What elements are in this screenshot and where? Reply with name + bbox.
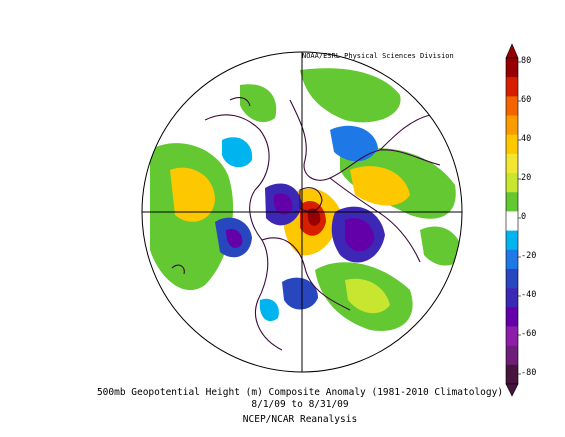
colorbar-tick-label: 80 bbox=[521, 56, 532, 66]
colorbar-tick-label: 0 bbox=[521, 212, 527, 222]
coastlines bbox=[171, 97, 459, 351]
colorbar-swatch bbox=[506, 230, 518, 251]
anomaly-south-negative bbox=[259, 298, 279, 322]
colorbar-swatch bbox=[506, 249, 518, 270]
colorbar-tick-label: -20 bbox=[521, 251, 537, 261]
colorbar-swatch bbox=[506, 211, 518, 231]
colorbar-swatch bbox=[506, 288, 518, 308]
credit-label: NOAA/ESRL Physical Sciences Division bbox=[302, 52, 454, 60]
anomaly-north-pacific-core bbox=[170, 167, 215, 222]
anomaly-arctic-green bbox=[300, 68, 401, 123]
colorbar-top-arrow bbox=[505, 43, 519, 59]
anomaly-europe-core bbox=[345, 218, 375, 252]
colorbar-swatch bbox=[506, 268, 518, 289]
colorbar-swatch bbox=[506, 307, 518, 327]
anomaly-east-positive bbox=[420, 226, 462, 266]
caption-date-range: 8/1/09 to 8/31/09 bbox=[251, 399, 349, 410]
colorbar-swatch bbox=[506, 192, 518, 212]
colorbar-swatch bbox=[506, 345, 518, 366]
anomaly-bering-positive bbox=[240, 84, 277, 123]
colorbar-tick-label: 40 bbox=[521, 134, 532, 144]
colorbar-tick-label: -80 bbox=[521, 368, 537, 378]
anomaly-greenland-peak bbox=[307, 208, 321, 226]
colorbar-tick-label: 20 bbox=[521, 173, 532, 183]
anomaly-atlantic-core bbox=[345, 278, 390, 314]
anomaly-west-negative-core bbox=[226, 228, 243, 248]
colorbar-tick-label: -40 bbox=[521, 290, 537, 300]
colorbar-swatch bbox=[506, 326, 518, 346]
anomaly-canada-core bbox=[273, 193, 293, 215]
colorbar-swatch bbox=[506, 153, 518, 174]
anomaly-siberia-negative bbox=[330, 125, 378, 162]
colorbar-swatch bbox=[506, 173, 518, 193]
colorbar-swatch bbox=[506, 115, 518, 136]
colorbar-swatch bbox=[506, 77, 518, 97]
colorbar-swatch bbox=[506, 96, 518, 116]
colorbar-tick-label: -60 bbox=[521, 329, 537, 339]
colorbar-swatch bbox=[506, 58, 518, 78]
anomaly-atlantic-negative bbox=[282, 277, 318, 310]
colorbar-swatch bbox=[506, 134, 518, 155]
anomaly-alaska-negative bbox=[222, 137, 253, 168]
caption-title: 500mb Geopotential Height (m) Composite … bbox=[96, 387, 504, 398]
colorbar-tick-label: 60 bbox=[521, 95, 532, 105]
colorbar-swatch bbox=[506, 364, 518, 385]
colorbar-bottom-arrow bbox=[505, 383, 519, 397]
anomaly-eurasia-core bbox=[350, 166, 410, 206]
caption-dataset: NCEP/NCAR Reanalysis bbox=[242, 414, 358, 425]
